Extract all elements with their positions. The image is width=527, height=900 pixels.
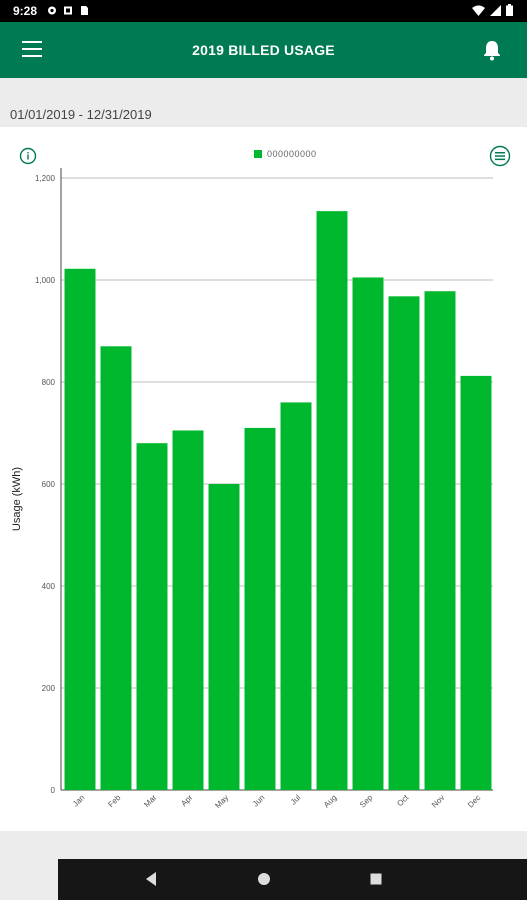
wifi-icon bbox=[472, 5, 485, 16]
signal-icon bbox=[490, 4, 501, 16]
bar-feb bbox=[100, 346, 132, 790]
x-tick-label: Mar bbox=[142, 793, 158, 809]
y-axis-title: Usage (kWh) bbox=[11, 467, 23, 531]
bar-aug bbox=[316, 211, 348, 790]
nav-left-edge bbox=[0, 859, 58, 900]
bar-sep bbox=[352, 277, 384, 790]
x-tick-label: Jul bbox=[289, 793, 303, 807]
x-tick-label: Sep bbox=[358, 793, 375, 810]
bar-jun bbox=[244, 427, 276, 790]
x-tick-label: Aug bbox=[322, 793, 338, 809]
status-bar: 9:28 bbox=[0, 0, 527, 22]
export-icon[interactable] bbox=[489, 145, 511, 167]
info-icon[interactable] bbox=[19, 147, 37, 165]
y-tick-label: 600 bbox=[42, 480, 56, 489]
bar-mar bbox=[136, 443, 168, 790]
menu-icon[interactable] bbox=[22, 41, 42, 57]
bar-may bbox=[208, 484, 240, 790]
battery-icon bbox=[506, 4, 513, 16]
y-tick-label: 800 bbox=[42, 378, 56, 387]
y-tick-label: 1,000 bbox=[35, 276, 56, 285]
status-time: 9:28 bbox=[13, 4, 38, 18]
settings-icon bbox=[48, 6, 56, 15]
x-tick-label: May bbox=[213, 793, 230, 810]
system-icons bbox=[472, 4, 513, 16]
y-tick-label: 1,200 bbox=[35, 174, 56, 183]
bar-jul bbox=[280, 402, 312, 790]
usage-chart-card: 0 200 400 600 800 1,000 1,200 Usage (kWh) Jan Feb… bbox=[0, 127, 527, 831]
x-tick-label: Jun bbox=[251, 793, 266, 808]
x-tick-label: Oct bbox=[395, 793, 411, 809]
usage-bar-chart: 0 200 400 600 800 1,000 1,200 Usage (kWh) Jan Feb… bbox=[11, 168, 493, 810]
notification-icons bbox=[47, 5, 89, 16]
x-tick-label: Apr bbox=[179, 793, 194, 808]
app-bar: 2019 BILLED USAGE bbox=[0, 22, 527, 78]
date-range: 01/01/2019 - 12/31/2019 bbox=[10, 107, 152, 122]
legend-label: 000000000 bbox=[267, 149, 317, 159]
bottom-strip bbox=[0, 831, 527, 859]
bar-nov bbox=[424, 291, 456, 790]
back-icon[interactable] bbox=[144, 871, 158, 887]
bar-oct bbox=[388, 296, 420, 790]
y-tick-label: 400 bbox=[42, 582, 56, 591]
x-tick-label: Jan bbox=[71, 793, 86, 808]
bar-dec bbox=[460, 375, 492, 790]
sim-icon bbox=[81, 6, 88, 15]
y-tick-label: 0 bbox=[51, 786, 56, 795]
recents-icon[interactable] bbox=[369, 871, 383, 887]
page-title: 2019 BILLED USAGE bbox=[192, 42, 335, 58]
bell-icon[interactable] bbox=[482, 39, 502, 61]
bar-jan bbox=[64, 268, 96, 790]
legend-swatch bbox=[254, 150, 262, 158]
x-tick-label: Nov bbox=[430, 793, 446, 809]
x-tick-label: Feb bbox=[106, 793, 123, 810]
home-icon[interactable] bbox=[257, 871, 271, 887]
x-tick-label: Dec bbox=[466, 793, 482, 809]
chart-legend[interactable]: 000000000 bbox=[254, 149, 317, 159]
bar-apr bbox=[172, 430, 204, 790]
system-navigation-bar bbox=[58, 859, 527, 900]
sync-icon bbox=[64, 6, 72, 15]
y-tick-label: 200 bbox=[42, 684, 56, 693]
